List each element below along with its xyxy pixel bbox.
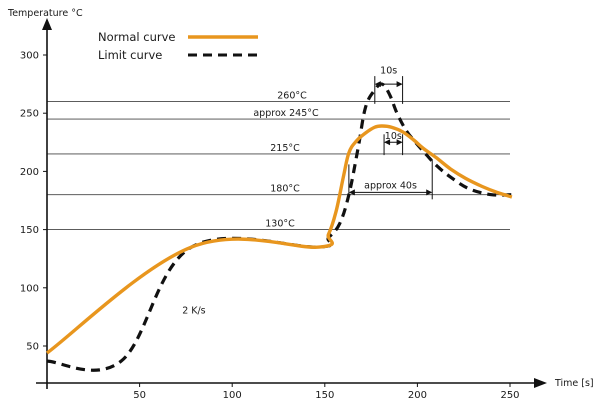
interval-arrow-left-0 — [374, 81, 381, 88]
x-tick-label-100: 100 — [223, 390, 242, 400]
annotations: 10s 10s approx 40s 2 K/s — [182, 66, 433, 316]
x-tick-label-200: 200 — [408, 390, 427, 400]
x-axis-title: Time [s] — [554, 378, 593, 389]
y-axis-arrow — [42, 18, 52, 30]
interval-arrow-right-2 — [426, 189, 433, 196]
x-tick-label-150: 150 — [315, 390, 334, 400]
y-tick-label-50: 50 — [26, 342, 39, 353]
y-tick-label-150: 150 — [20, 225, 39, 236]
x-axis-arrow — [534, 378, 547, 388]
legend-label-1: Limit curve — [98, 48, 162, 62]
interval-arrow-left-1 — [384, 139, 391, 146]
interval-annotation-0: 10s — [374, 66, 404, 104]
reference-label-0: 260°C — [277, 91, 307, 102]
legend-label-0: Normal curve — [98, 30, 176, 44]
y-tick-label-100: 100 — [20, 283, 39, 294]
interval-arrow-right-1 — [396, 139, 403, 146]
interval-arrow-left-2 — [348, 189, 355, 196]
axes: 50 100 150 200 250 300 50 100 150 200 250 — [20, 18, 547, 400]
x-tick-label-50: 50 — [133, 390, 146, 400]
y-axis-title: Temperature °C — [7, 8, 83, 19]
interval-label-0: 10s — [380, 66, 397, 77]
reference-label-2: 215°C — [270, 143, 300, 154]
reference-label-1: approx 245°C — [253, 108, 319, 119]
x-tick-label-250: 250 — [500, 390, 519, 400]
interval-arrow-right-0 — [396, 81, 403, 88]
interval-label-2: approx 40s — [364, 180, 417, 191]
y-tick-label-200: 200 — [20, 167, 39, 178]
y-tick-label-300: 300 — [20, 51, 39, 62]
reference-label-3: 180°C — [270, 184, 300, 195]
series-normal-curve — [45, 124, 513, 355]
y-tick-label-250: 250 — [20, 109, 39, 120]
interval-label-1: 10s — [385, 131, 402, 142]
reference-lines: 260°C approx 245°C 215°C 180°C 130°C — [47, 91, 510, 231]
slope-label: 2 K/s — [182, 305, 205, 316]
reference-label-4: 130°C — [265, 219, 295, 230]
interval-annotation-1: 10s — [383, 131, 404, 156]
legend: Normal curve Limit curve — [98, 30, 258, 62]
interval-annotation-2: approx 40s — [348, 159, 433, 200]
